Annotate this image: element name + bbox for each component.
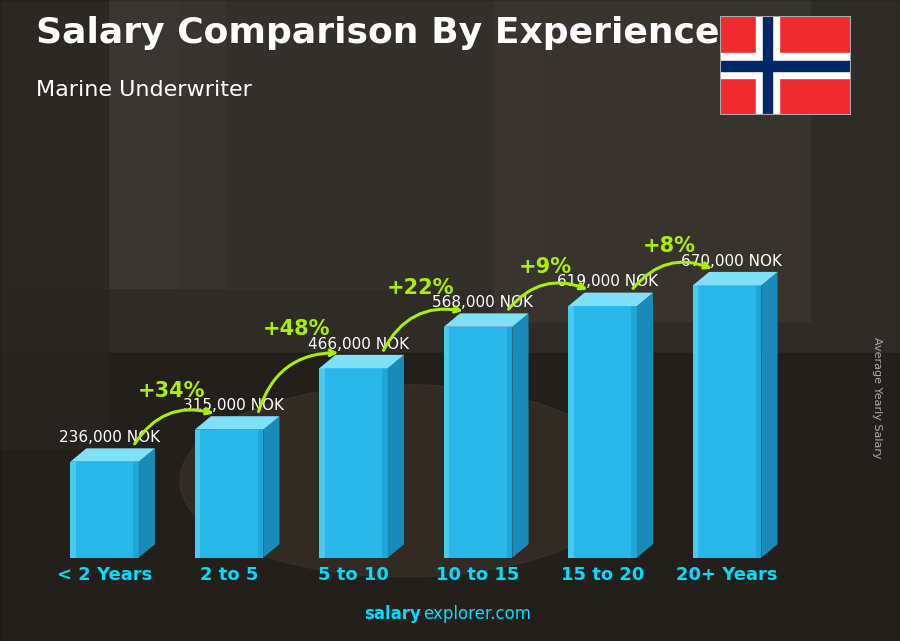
Bar [569, 306, 637, 558]
Polygon shape [569, 293, 653, 306]
Bar [720, 61, 850, 71]
Bar [70, 462, 139, 558]
Bar [320, 368, 325, 558]
Bar [693, 285, 761, 558]
Text: +22%: +22% [387, 278, 454, 298]
Text: Marine Underwriter: Marine Underwriter [36, 80, 252, 100]
Polygon shape [70, 448, 155, 462]
Ellipse shape [180, 385, 630, 577]
Text: salary: salary [364, 605, 421, 623]
Bar [382, 368, 388, 558]
Bar [444, 327, 449, 558]
Text: explorer.com: explorer.com [423, 605, 531, 623]
Polygon shape [388, 355, 404, 558]
Text: +9%: +9% [518, 257, 572, 277]
Bar [507, 327, 512, 558]
Bar [257, 429, 264, 558]
Bar [693, 285, 698, 558]
Polygon shape [637, 293, 653, 558]
Polygon shape [444, 313, 528, 327]
Bar [632, 306, 637, 558]
Bar [0, 0, 108, 449]
Bar [180, 0, 540, 288]
Bar [0, 353, 900, 641]
Bar [0, 0, 225, 288]
Text: +48%: +48% [263, 319, 330, 339]
Bar [495, 0, 810, 320]
Bar [133, 462, 139, 558]
Text: 236,000 NOK: 236,000 NOK [58, 430, 160, 445]
Bar [320, 368, 388, 558]
Polygon shape [512, 313, 528, 558]
Text: Average Yearly Salary: Average Yearly Salary [872, 337, 883, 458]
Text: Salary Comparison By Experience: Salary Comparison By Experience [36, 16, 719, 50]
Text: 568,000 NOK: 568,000 NOK [432, 295, 534, 310]
Polygon shape [139, 448, 155, 558]
Text: 619,000 NOK: 619,000 NOK [557, 274, 658, 289]
Bar [194, 429, 264, 558]
Bar [569, 306, 574, 558]
Polygon shape [264, 416, 280, 558]
Text: 315,000 NOK: 315,000 NOK [184, 398, 284, 413]
Bar [70, 462, 76, 558]
Bar [194, 429, 201, 558]
Polygon shape [693, 272, 778, 285]
Bar [762, 16, 772, 115]
Text: 466,000 NOK: 466,000 NOK [308, 337, 409, 351]
Bar [756, 16, 779, 115]
Text: +34%: +34% [138, 381, 205, 401]
Bar [444, 327, 512, 558]
Polygon shape [761, 272, 778, 558]
Text: 670,000 NOK: 670,000 NOK [681, 254, 782, 269]
Polygon shape [320, 355, 404, 368]
Text: +8%: +8% [644, 237, 697, 256]
Bar [756, 285, 761, 558]
Polygon shape [194, 416, 280, 429]
Bar [720, 53, 850, 78]
